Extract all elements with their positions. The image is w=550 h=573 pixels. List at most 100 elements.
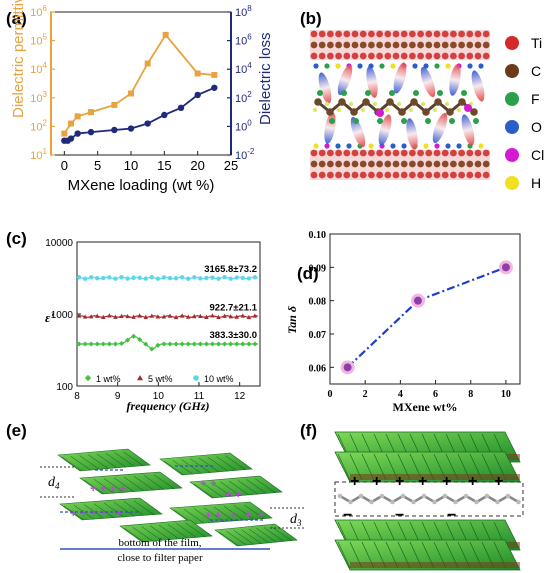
panel-a-xlabel: MXene loading (wt %) [68,177,215,194]
panel-b-top-atom [466,30,474,38]
panel-c-point-triangle [95,313,100,318]
panel-b-bottom-atom [425,160,433,168]
panel-b-bottom-atom [310,171,318,179]
panel-b-fluorine [341,90,347,96]
panel-c-point-star [131,275,136,280]
panel-e-sheet-hatch [207,457,228,472]
panel-d-y-tick-label: 0.09 [309,263,327,274]
panel-a-right-tick-label-base: 10 [235,36,247,48]
panel-b-top-atom [425,30,433,38]
panel-c-point-diamond [161,341,167,347]
panel-b-fluorine [449,118,455,124]
panel-c-point-triangle [125,313,130,319]
panel-c-point-triangle [240,313,246,318]
panel-b-termination [445,63,451,69]
panel-e-sheet-hatch [93,503,115,518]
panel-b-top-atom [417,41,424,49]
panel-f-slab-edge [350,474,520,480]
panel-a-x-tick-label: 10 [124,158,138,173]
panel-b-bottom-atom [474,160,482,168]
panel-d-xlabel: MXene wt% [393,400,458,414]
panel-b-bottom-atom [409,160,416,168]
panel-e-sheet-hatch [158,524,180,540]
panel-b-carbon [458,98,466,106]
panel-c-legend-label: 1 wt% [96,374,121,384]
panel-b-termination [335,143,341,149]
panel-a-point-circle [111,126,118,134]
panel-c-point-diamond [88,341,94,347]
panel-d-y-tick-label: 0.07 [309,330,327,341]
panel-b-bottom-atom [425,171,433,179]
panel-b-bottom-atom [392,171,400,179]
panel-a-point-square [211,71,218,78]
panel-b-bottom-atom [384,149,392,157]
panel-a-right-tick-label-base: 10 [235,7,247,19]
panel-c-point-triangle [198,313,203,319]
panel-b-termination [434,143,440,149]
panel-c-point-diamond [179,341,185,347]
panel-b-fluorine [473,118,479,124]
panel-b-top-atom [310,52,318,60]
panel-c-point-diamond [137,337,143,343]
panel-b-top-atom [335,30,342,38]
panel-c-annotation: 922.7±21.1 [210,303,258,314]
panel-e-sheet-hatch [93,479,115,494]
panel-a-point-square [61,130,68,137]
panel-e-sheet-hatch [256,528,277,543]
panel-e-sheet-hatch [185,522,206,537]
panel-b-fluorine [317,90,323,96]
panel-a-point-circle [87,128,95,136]
panel-c-point-triangle [252,313,258,318]
panel-a-left-tick-label-base: 10 [30,93,42,105]
panel-b-top-atom [384,41,392,49]
panel-f-interlayer-box [334,481,524,517]
panel-c-point-star [192,275,197,280]
panel-a-point-circle [161,111,168,119]
panel-b-top-atom [359,30,367,38]
panel-c-point-diamond [191,341,197,347]
panel-b-bottom-atom [458,171,465,179]
panel-e-sheet-hatch [248,528,270,544]
panel-b-termination [478,143,484,149]
panel-c-xlabel: frequency (GHz) [127,399,210,413]
panel-a-left-tick-label: 104 [30,61,47,76]
panel-c-point-star [107,275,112,280]
panel-b-top-atom [400,41,408,49]
panel-b-top-atom [425,41,433,49]
panel-b-top-atom [466,52,474,60]
panel-d-point [413,296,422,305]
panel-c-point-diamond [143,341,149,347]
panel-b-bottom-atom [384,160,392,168]
panel-b-bottom-atom [417,149,424,157]
panel-e-sheet-hatch [198,457,220,473]
panel-e-sheet-hatch [133,476,155,491]
panel-b-bottom-atom [359,149,367,157]
panel-c-point-star [82,276,88,281]
panel-e-sheet-hatch [220,481,241,496]
panel-d-y-tick-label: 0.08 [309,297,327,308]
panel-b-top-atom [474,52,482,60]
panel-d-x-tick-label: 4 [398,389,403,400]
panel-c-point-diamond [240,341,246,347]
panel-b-hydrogen [348,101,354,107]
panel-f-chain-atom [474,499,479,505]
panel-f-plus-sign: + [350,473,359,490]
panel-e-sheet-hatch [103,502,125,518]
panel-c-legend-label: 5 wt% [148,374,173,384]
panel-b-bottom-atom [417,171,424,179]
panel-b-top-atom [482,52,490,60]
panel-b-carbon [422,108,430,116]
panel-b-fluorine [389,90,395,96]
panel-b-top-atom [392,52,400,60]
panel-d-ticks: 0 2 4 6 8 10 0.06 0.07 0.08 0.09 0.10 [309,230,511,400]
panel-c-x-tick-label: 12 [234,391,246,402]
panel-b-top-atom [359,41,367,49]
panel-b-top-atom [327,30,334,38]
panel-b-legend-swatch [505,176,519,190]
panel-a-point-circle [74,130,81,137]
panel-c-annotation: 3165.8±73.2 [204,264,257,275]
panel-c-point-diamond [125,337,131,343]
panel-d-frame [329,233,521,385]
panel-a-point-square [88,109,94,116]
panel-b-termination [324,143,330,149]
